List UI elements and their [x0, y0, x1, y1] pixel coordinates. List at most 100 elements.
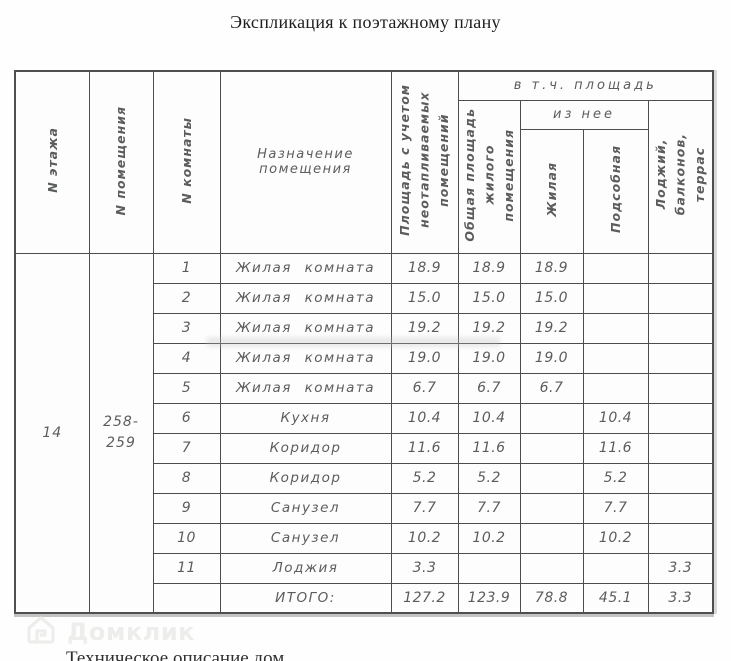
col-header-loggia-label: Лоджий, балконов, террас: [653, 133, 707, 216]
col-header-auxiliary-label: Подсобная: [607, 145, 623, 233]
cell-area: 11.6: [390, 432, 459, 464]
cell-purpose: Коридор: [219, 432, 392, 464]
domclick-house-icon: [24, 614, 58, 650]
cell-total-area: [457, 552, 521, 584]
cell-purpose: Жилая комната: [219, 342, 392, 374]
cell-living-area: [519, 402, 584, 434]
cell-loggia-area: [647, 282, 714, 314]
table-row: 11 Лоджия 3.3 3.3: [15, 552, 714, 584]
cell-purpose: Жилая комната: [219, 312, 392, 344]
col-header-loggia: Лоджий, балконов, террас: [647, 99, 714, 254]
domclick-watermark: Домклик: [24, 614, 195, 650]
cell-aux-area: 7.7: [582, 492, 649, 524]
table-row: 4 Жилая комната 19.0 19.0 19.0: [15, 342, 714, 374]
cell-room-num: 9: [152, 492, 221, 524]
cell-total-area: 19.2: [457, 312, 521, 344]
col-header-unit-label: N помещения: [113, 105, 129, 215]
cell-loggia-area: [647, 342, 714, 374]
col-header-floor: N этажа: [14, 70, 90, 254]
cell-aux-area: 10.4: [582, 402, 649, 434]
cell-total-area: 19.0: [457, 342, 521, 374]
cell-room-num: 1: [152, 252, 221, 284]
cell-area: 18.9: [390, 252, 459, 284]
cell-living-area: [519, 462, 584, 494]
col-header-living: Жилая: [519, 128, 584, 254]
cell-living-area: 15.0: [519, 282, 584, 314]
cell-room-num: 5: [152, 372, 221, 404]
cell-aux-area: 45.1: [582, 582, 649, 614]
cell-total-area: 15.0: [457, 282, 521, 314]
col-header-total-living-area: Общая площадь жилого помещения: [457, 99, 521, 254]
cell-purpose: Жилая комната: [219, 282, 392, 314]
cell-floor-number: 14: [14, 252, 90, 614]
cell-purpose: Санузел: [219, 522, 392, 554]
cell-total-label: ИТОГО:: [219, 582, 392, 614]
cell-area: 7.7: [390, 492, 459, 524]
cell-total-area: 10.2: [457, 522, 521, 554]
col-header-total-living-area-label: Общая площадь жилого помещения: [461, 107, 516, 242]
explication-table: N этажа N помещения N комнаты Назначение…: [14, 70, 715, 614]
cell-loggia-area: [647, 312, 714, 344]
cell-total-area: 10.4: [457, 402, 521, 434]
cell-aux-area: [582, 312, 649, 344]
cell-loggia-area: [647, 522, 714, 554]
cell-area: 10.4: [390, 402, 459, 434]
table-row-total: ИТОГО: 127.2 123.9 78.8 45.1 3.3: [15, 582, 714, 614]
cell-room-num: 4: [152, 342, 221, 374]
cell-aux-area: [582, 342, 649, 374]
cell-area: 3.3: [390, 552, 459, 584]
col-header-room-label: N комнаты: [178, 116, 194, 204]
cell-loggia-area: [647, 432, 714, 464]
cell-total-area: 18.9: [457, 252, 521, 284]
cell-room-num: [152, 582, 221, 614]
header-row-top: N этажа N помещения N комнаты Назначение…: [14, 70, 714, 254]
page-title: Экспликация к поэтажному плану: [230, 12, 501, 32]
cell-unit-number: 258- 259: [88, 252, 154, 614]
col-header-area-with-unheated-label: Площадь с учетом неотапливаемых помещени…: [397, 84, 452, 237]
group-header-of-it: из нее: [519, 99, 649, 130]
cell-purpose: Лоджия: [219, 552, 392, 584]
col-header-purpose: Назначение помещения: [219, 70, 392, 254]
cell-living-area: 19.2: [519, 312, 584, 344]
table-row: 14 258- 259 1 Жилая комната 18.9 18.9 18…: [14, 252, 714, 614]
cell-loggia-area: [647, 372, 714, 404]
cell-room-num: 8: [152, 462, 221, 494]
cell-living-area: 18.9: [519, 252, 584, 284]
cell-aux-area: 5.2: [582, 462, 649, 494]
cell-total-area: 6.7: [457, 372, 521, 404]
table-row: 8 Коридор 5.2 5.2 5.2: [15, 462, 714, 494]
cell-living-area: [519, 552, 584, 584]
cell-loggia-area: [647, 402, 714, 434]
col-header-living-label: Жилая: [543, 161, 559, 217]
cell-room-num: 11: [152, 552, 221, 584]
cell-area: 15.0: [390, 282, 459, 314]
cell-loggia-area: [647, 462, 714, 494]
cell-total-area: 123.9: [457, 582, 521, 614]
cell-aux-area: [582, 372, 649, 404]
col-header-auxiliary: Подсобная: [582, 128, 649, 254]
cell-loggia-area: [647, 492, 714, 524]
col-header-room: N комнаты: [152, 70, 221, 254]
cell-living-area: 78.8: [519, 582, 584, 614]
cell-living-area: 6.7: [519, 372, 584, 404]
header-row-bottom: Жилая Подсобная: [15, 128, 713, 254]
clipped-footer-text: Техническое описание дом: [66, 648, 285, 661]
cell-living-area: [519, 522, 584, 554]
cell-loggia-area: [647, 252, 714, 284]
cell-total-area: 11.6: [457, 432, 521, 464]
cell-purpose: Коридор: [219, 462, 392, 494]
cell-area: 10.2: [390, 522, 459, 554]
group-header-incl-area: в т.ч. площадь: [457, 70, 714, 101]
watermark-label: Домклик: [67, 618, 195, 646]
cell-purpose: Жилая комната: [219, 372, 392, 404]
cell-room-num: 2: [152, 282, 221, 314]
cell-living-area: 19.0: [519, 342, 584, 374]
cell-area: 127.2: [390, 582, 459, 614]
table-row: 7 Коридор 11.6 11.6 11.6: [15, 432, 714, 464]
cell-aux-area: 11.6: [582, 432, 649, 464]
cell-area: 6.7: [390, 372, 459, 404]
cell-area: 5.2: [390, 462, 459, 494]
cell-total-area: 5.2: [457, 462, 521, 494]
cell-purpose: Санузел: [219, 492, 392, 524]
